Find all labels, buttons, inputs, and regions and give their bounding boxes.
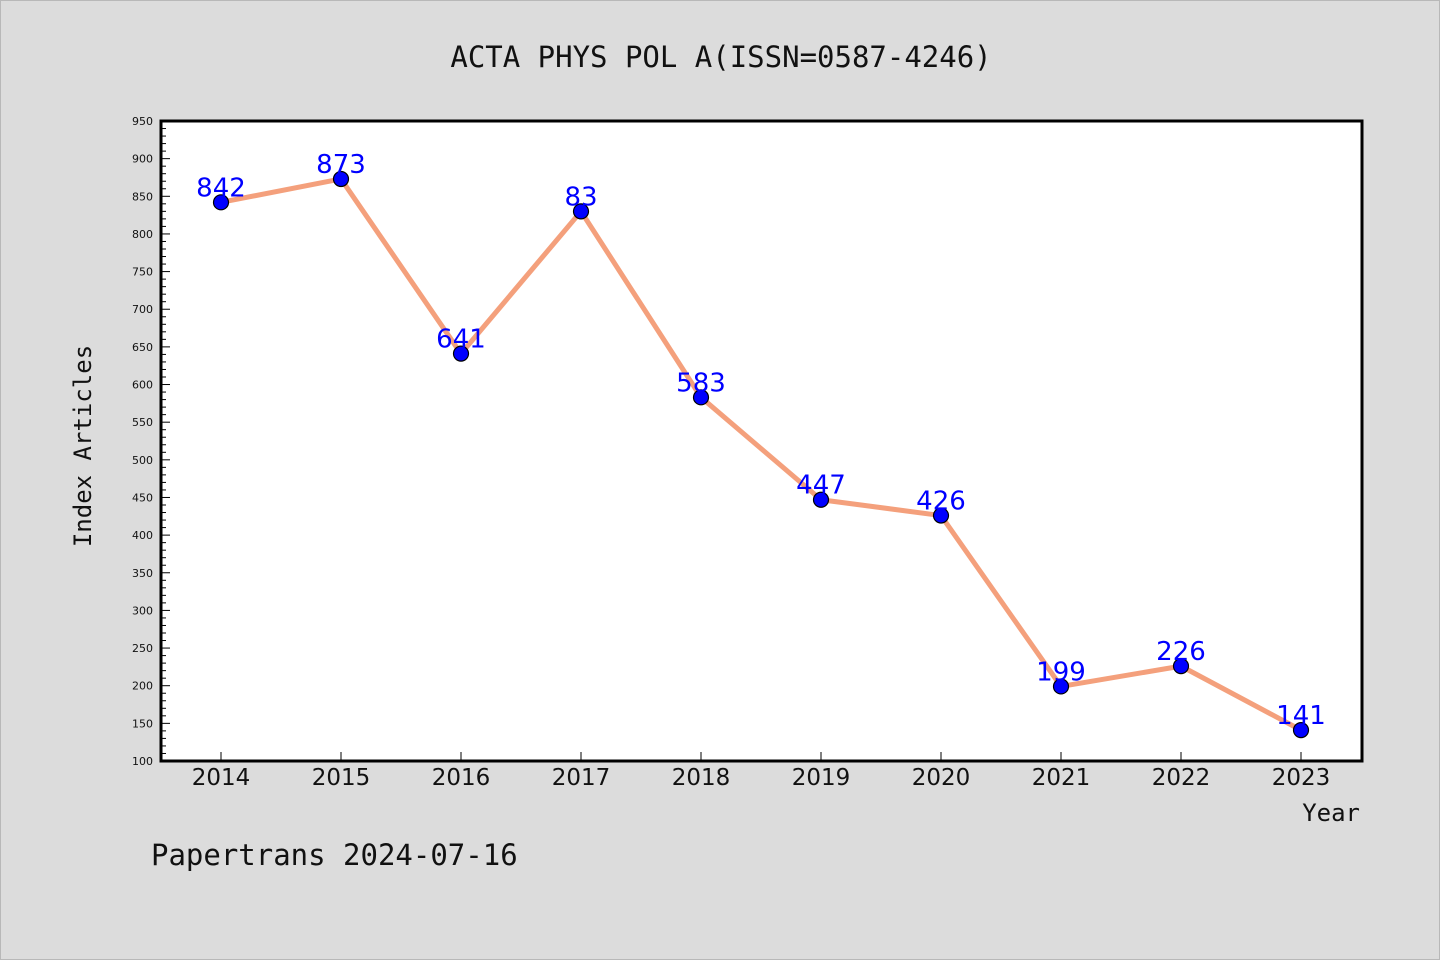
x-tick-label: 2019	[792, 765, 851, 791]
data-label: 873	[316, 150, 366, 180]
footer-text: Papertrans 2024-07-16	[151, 838, 518, 872]
x-tick-label: 2020	[912, 765, 971, 791]
x-tick-label: 2022	[1152, 765, 1211, 791]
data-point	[1292, 722, 1310, 739]
data-label: 226	[1156, 637, 1206, 667]
y-tick-label: 400	[132, 529, 153, 542]
y-tick-label: 500	[132, 454, 153, 467]
data-point	[692, 389, 710, 406]
y-tick-label: 350	[132, 567, 153, 580]
y-tick-label: 750	[132, 266, 153, 279]
y-tick-label: 900	[132, 153, 153, 166]
data-label: 83	[564, 182, 597, 212]
x-axis-label: Year	[1302, 799, 1360, 827]
plot-area	[159, 119, 1364, 763]
y-tick-label: 850	[132, 190, 153, 203]
y-tick-label: 150	[132, 717, 153, 730]
y-tick-label: 550	[132, 416, 153, 429]
data-label: 141	[1276, 701, 1326, 731]
y-axis: 100 150 200 250 300 350 400 450 500 550 600 650 700 7…	[132, 115, 170, 768]
data-label: 641	[436, 325, 486, 355]
data-point	[1172, 658, 1190, 675]
data-point	[212, 194, 230, 211]
x-tick-label: 2015	[312, 765, 371, 791]
data-label: 426	[916, 487, 966, 517]
y-tick-label: 700	[132, 303, 153, 316]
y-tick-label: 650	[132, 341, 153, 354]
data-point	[1052, 678, 1070, 695]
x-tick-label: 2023	[1272, 765, 1331, 791]
y-tick-label: 100	[132, 755, 153, 768]
y-tick-label: 250	[132, 642, 153, 655]
x-tick-label: 2017	[552, 765, 611, 791]
data-label: 842	[196, 173, 246, 203]
data-point	[332, 170, 350, 188]
data-point	[572, 203, 590, 220]
y-tick-label: 450	[132, 491, 153, 504]
data-labels: 842 873 641 83 583 447 426 199 226 141	[196, 150, 1326, 731]
data-label: 199	[1036, 657, 1086, 687]
x-axis: 2014 2015 2016 2017 2018 2019 2020 2021 2022 2023	[192, 752, 1331, 791]
data-label: 583	[676, 368, 726, 398]
chart-title: ACTA PHYS POL A(ISSN=0587-4246)	[450, 40, 991, 74]
x-tick-label: 2014	[192, 765, 251, 791]
y-axis-label: Index Articles	[69, 345, 97, 547]
y-tick-label: 600	[132, 379, 153, 392]
y-tick-label: 950	[132, 115, 153, 128]
data-label: 447	[796, 471, 846, 501]
data-point	[452, 345, 470, 362]
y-tick-label: 300	[132, 604, 153, 617]
data-point	[812, 491, 830, 508]
x-tick-label: 2016	[432, 765, 491, 791]
y-tick-label: 800	[132, 228, 153, 241]
series-markers	[212, 170, 1310, 739]
x-tick-label: 2021	[1032, 765, 1091, 791]
data-point	[932, 507, 950, 524]
x-tick-label: 2018	[672, 765, 731, 791]
y-tick-label: 200	[132, 680, 153, 693]
series-line	[220, 176, 1303, 733]
